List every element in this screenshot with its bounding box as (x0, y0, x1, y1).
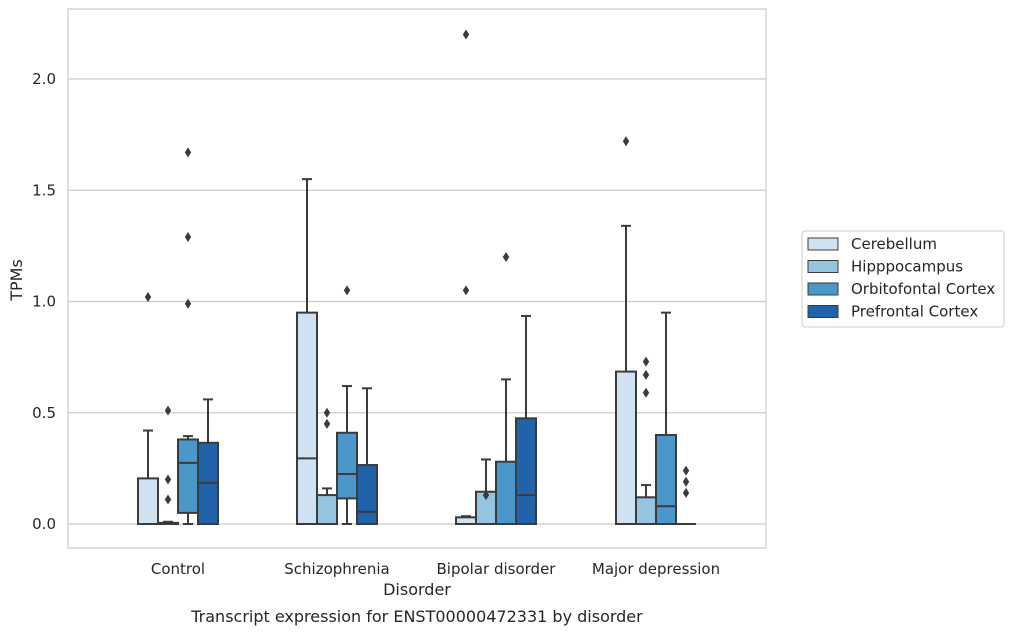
y-tick-label: 0.5 (32, 404, 56, 422)
outlier-point (682, 476, 690, 487)
box-iqr (655, 434, 677, 525)
box-iqr (296, 311, 318, 525)
box-iqr (356, 464, 378, 526)
boxes-layer (137, 29, 696, 526)
legend-swatch (807, 260, 839, 273)
box-iqr (336, 431, 358, 500)
box-prefrontal-cortex-2 (515, 314, 537, 525)
box-iqr (615, 370, 637, 525)
outlier-point (184, 298, 192, 309)
box-hipppocampus-1 (316, 407, 338, 526)
chart-caption: Transcript expression for ENST0000047233… (190, 607, 643, 626)
box-iqr (137, 477, 159, 526)
outlier-point (184, 231, 192, 242)
outlier-point (462, 285, 470, 296)
y-tick-labels: 0.0 0.5 1.0 1.5 2.0 (32, 70, 56, 533)
legend-frame (801, 230, 1005, 328)
outlier-point (164, 405, 172, 416)
box-prefrontal-cortex-0 (197, 398, 219, 526)
y-tick-label: 2.0 (32, 70, 56, 88)
box-iqr (495, 460, 517, 526)
outlier-point (184, 147, 192, 158)
legend-swatch (807, 282, 839, 296)
outlier-point (622, 136, 630, 147)
outlier-point (682, 487, 690, 498)
box-cerebellum-3 (615, 136, 637, 525)
legend-label: Cerebellum (851, 235, 937, 253)
y-tick-label: 0.0 (32, 515, 56, 533)
x-tick-label: Schizophrenia (284, 560, 389, 578)
outlier-point (482, 490, 490, 501)
y-tick-label: 1.0 (32, 293, 56, 311)
y-axis-title: TPMs (7, 259, 26, 302)
outlier-point (642, 387, 650, 398)
box-iqr (316, 494, 338, 526)
box-cerebellum-0 (137, 292, 159, 526)
outlier-point (343, 285, 351, 296)
outlier-point (323, 418, 331, 429)
y-tick-label: 1.5 (32, 181, 56, 199)
outlier-point (164, 474, 172, 485)
x-tick-label: Bipolar disorder (437, 560, 557, 578)
outlier-point (323, 407, 331, 418)
legend-entry-prefrontal-cortex: Prefrontal Cortex (807, 303, 978, 321)
legend-entry-cerebellum: Cerebellum (807, 235, 937, 253)
outlier-point (682, 465, 690, 476)
box-cerebellum-1 (296, 178, 318, 525)
legend-swatch (807, 305, 839, 318)
box-iqr (177, 438, 199, 514)
box-orbitofontal-cortex-0 (177, 147, 199, 525)
legend: Cerebellum Hipppocampus Orbitofontal Corte… (801, 230, 1005, 328)
box-iqr (455, 516, 477, 526)
outlier-point (462, 29, 470, 40)
box-cerebellum-2 (455, 29, 477, 526)
box-prefrontal-cortex-1 (356, 387, 378, 526)
box-hipppocampus-0 (157, 405, 179, 526)
box-iqr (515, 417, 537, 525)
outlier-point (642, 356, 650, 367)
x-axis-title: Disorder (383, 580, 451, 599)
outlier-point (642, 369, 650, 380)
plot-frame (67, 8, 767, 549)
outlier-point (144, 292, 152, 303)
x-tick-label: Major depression (592, 560, 720, 578)
box-orbitofontal-cortex-2 (495, 252, 517, 526)
legend-label: Hipppocampus (851, 258, 963, 276)
x-tick-labels: Control Schizophrenia Bipolar disorder Majo… (151, 560, 720, 578)
box-orbitofontal-cortex-3 (655, 311, 677, 525)
box-orbitofontal-cortex-1 (336, 285, 358, 525)
x-tick-label: Control (151, 560, 205, 578)
legend-entry-orbitofontal-cortex: Orbitofontal Cortex (807, 280, 995, 298)
outlier-point (164, 494, 172, 505)
box-prefrontal-cortex-3 (676, 465, 696, 525)
box-hipppocampus-3 (635, 356, 657, 525)
legend-label: Orbitofontal Cortex (851, 280, 995, 298)
outlier-point (502, 252, 510, 262)
legend-label: Prefrontal Cortex (851, 303, 978, 321)
legend-entry-hipppocampus: Hipppocampus (807, 258, 963, 276)
box-hipppocampus-2 (475, 458, 497, 525)
legend-swatch (807, 237, 839, 251)
box-iqr (635, 496, 657, 525)
